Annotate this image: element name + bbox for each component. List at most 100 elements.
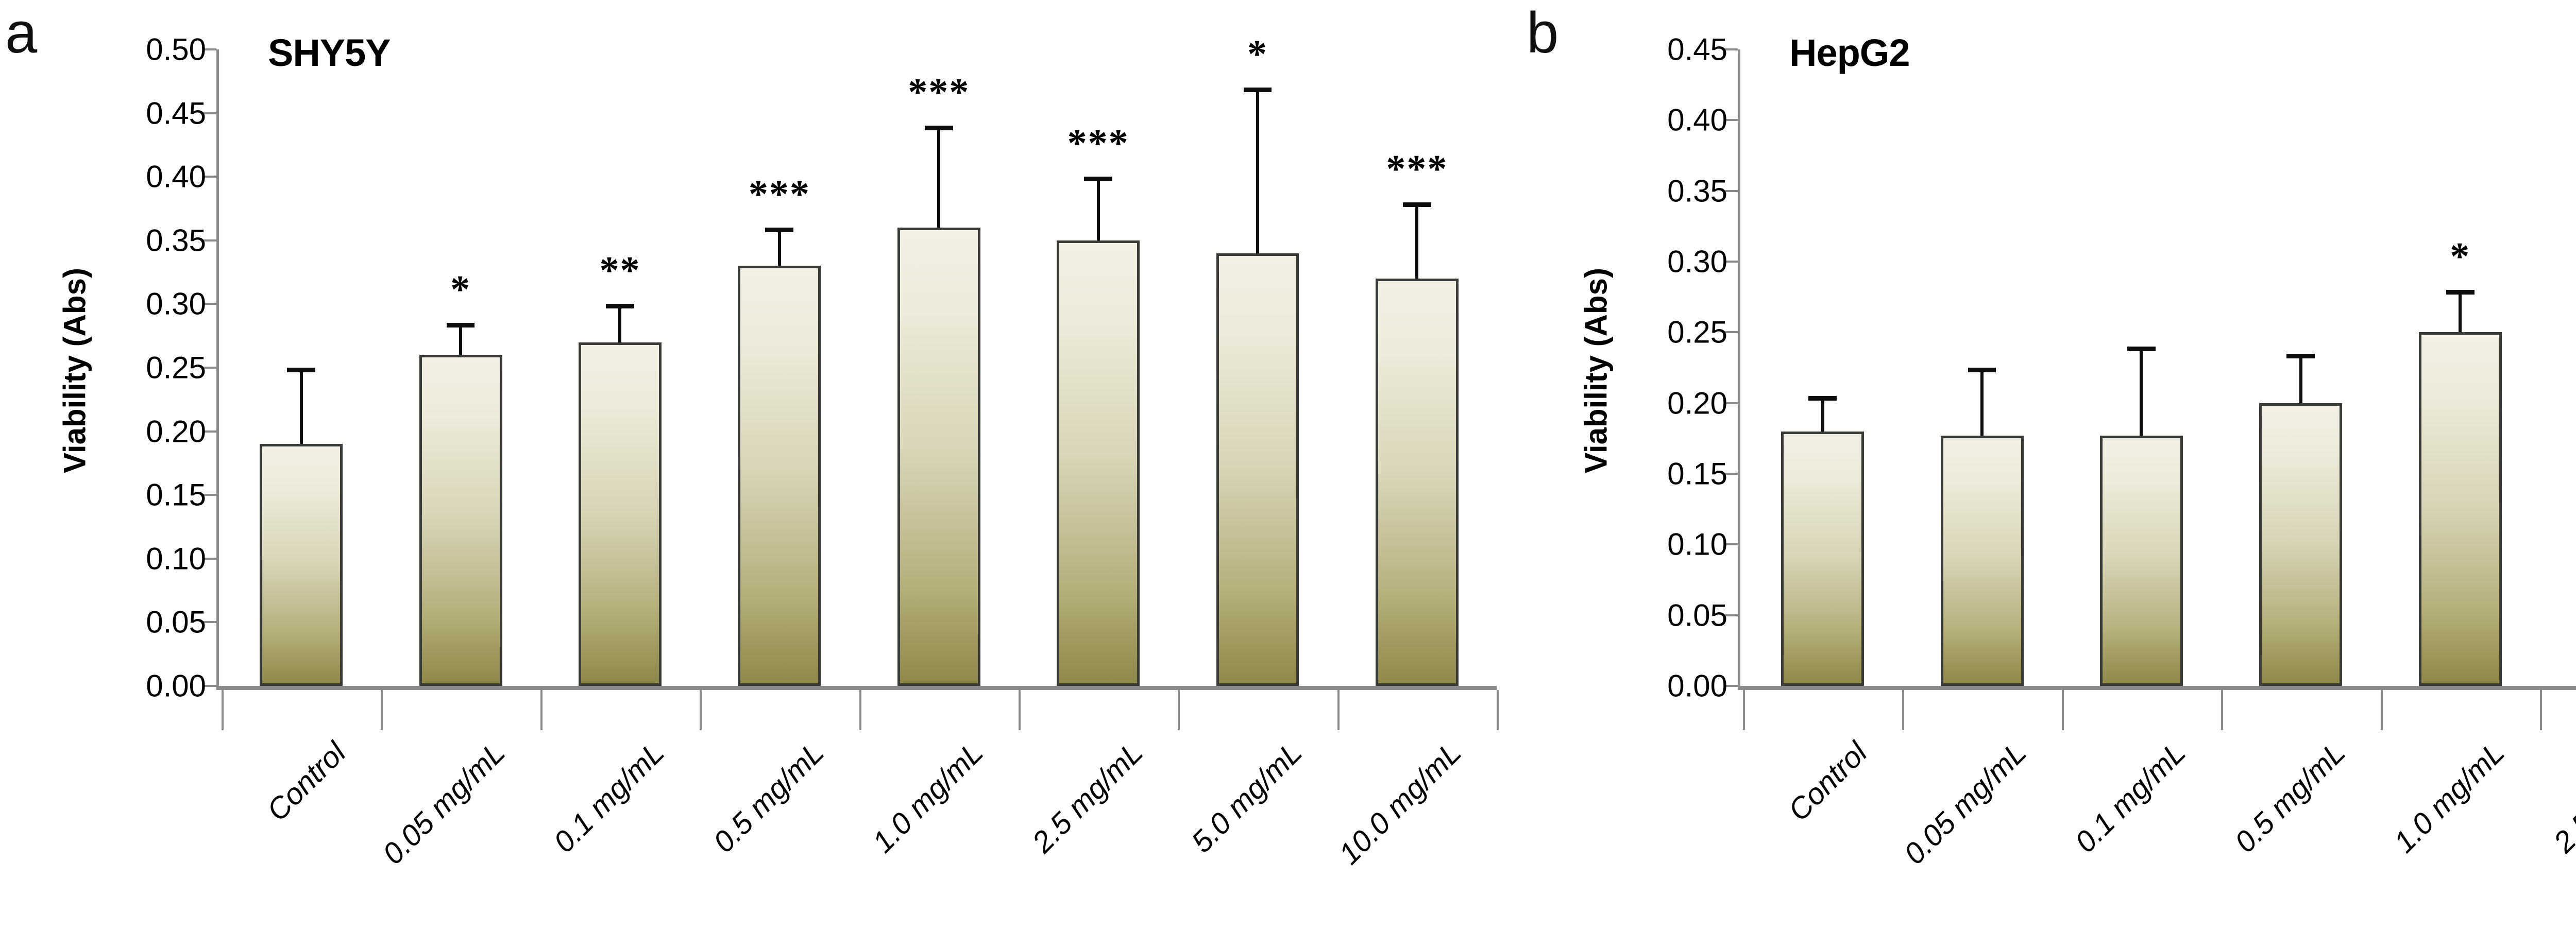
x-axis-tick — [1743, 690, 1745, 730]
y-axis-tick-label: 0.50 — [146, 32, 206, 67]
significance-marker: * — [450, 268, 471, 312]
x-axis-tick — [1018, 690, 1021, 730]
y-axis-tick-label: 0.40 — [146, 159, 206, 194]
x-axis-tick — [2380, 690, 2383, 730]
y-axis-tick — [203, 239, 216, 242]
error-bar-cap — [287, 368, 316, 372]
panel-a: a SHY5Y Viability (Abs) 0.00 0.05 0.10 0.15 0.2… — [5, 1, 1499, 871]
y-axis-tick-label: 0.20 — [1667, 386, 1727, 421]
y-axis-tick-label: 0.10 — [146, 541, 206, 576]
error-bar — [1096, 177, 1100, 240]
y-axis-tick — [203, 112, 216, 114]
error-bar-cap — [765, 228, 794, 233]
y-axis-tick — [1724, 473, 1738, 475]
x-axis-tick — [540, 690, 543, 730]
significance-marker: ** — [599, 249, 641, 292]
error-bar-cap — [924, 126, 953, 131]
y-axis-tick-label: 0.45 — [1667, 32, 1727, 67]
significance-marker: *** — [1386, 147, 1448, 191]
bar — [260, 444, 343, 686]
y-axis-tick — [203, 621, 216, 624]
y-axis-line — [1738, 49, 1740, 689]
y-axis-tick — [203, 685, 216, 687]
x-axis-tick — [700, 690, 702, 730]
y-axis-tick — [203, 494, 216, 496]
bar — [1375, 278, 1459, 686]
x-axis-line — [1738, 686, 2576, 690]
y-axis-tick-label: 0.10 — [1667, 527, 1727, 562]
y-axis-tick — [1724, 543, 1738, 546]
y-axis-tick-label: 0.15 — [1667, 456, 1727, 491]
x-axis-line — [216, 686, 1497, 690]
error-bar — [1415, 202, 1419, 279]
x-axis-tick — [1497, 690, 1499, 730]
y-axis-tick-label: 0.30 — [146, 286, 206, 321]
y-axis-tick-label: 0.00 — [1667, 668, 1727, 703]
x-axis-tick — [1178, 690, 1180, 730]
y-axis-tick-label: 0.00 — [146, 668, 206, 703]
y-axis-tick-label: 0.05 — [1667, 598, 1727, 633]
y-axis-tick-label: 0.35 — [146, 223, 206, 258]
bar — [1216, 253, 1299, 686]
error-bar — [1256, 88, 1259, 253]
x-axis-tick — [1337, 690, 1340, 730]
x-axis-tick — [1902, 690, 1905, 730]
bar — [2259, 403, 2343, 686]
error-bar — [2459, 289, 2462, 333]
y-axis-line — [216, 49, 219, 689]
bar — [419, 355, 502, 686]
error-bar — [937, 126, 941, 228]
x-axis-tick — [2221, 690, 2224, 730]
y-axis-tick — [1724, 685, 1738, 687]
y-axis-tick-label: 0.45 — [146, 96, 206, 131]
panel-letter-b: b — [1527, 1, 1559, 65]
error-bar-cap — [1808, 395, 1837, 401]
y-axis-tick — [1724, 48, 1738, 50]
error-bar-cap — [1084, 177, 1112, 182]
error-bar-cap — [606, 304, 634, 309]
error-bar — [618, 304, 622, 342]
x-axis-tick — [859, 690, 861, 730]
y-axis-tick-label: 0.20 — [146, 414, 206, 449]
y-axis-tick-label: 0.15 — [146, 477, 206, 512]
significance-marker: *** — [1067, 122, 1129, 165]
chart-title: SHY5Y — [268, 31, 391, 74]
bar — [1940, 435, 2024, 686]
bar — [579, 342, 662, 686]
error-bar-cap — [1968, 368, 1996, 372]
error-bar-cap — [446, 323, 475, 328]
bar — [897, 228, 980, 686]
y-axis-tick — [1724, 261, 1738, 263]
error-bar-cap — [2127, 346, 2156, 351]
x-axis-tick — [222, 690, 224, 730]
error-bar — [2140, 346, 2143, 436]
y-axis-tick — [203, 430, 216, 433]
error-bar — [1821, 395, 1824, 432]
y-axis-tick-label: 0.35 — [1667, 174, 1727, 209]
y-axis-tick — [203, 557, 216, 560]
error-bar-cap — [2446, 289, 2475, 295]
error-bar-cap — [1243, 88, 1272, 93]
bar — [1057, 240, 1140, 686]
y-axis-tick — [1724, 189, 1738, 192]
bar — [1781, 431, 1865, 686]
y-axis-tick-label: 0.40 — [1667, 102, 1727, 137]
error-bar — [299, 368, 303, 444]
y-axis-tick-label: 0.30 — [1667, 244, 1727, 279]
y-axis-tick-label: 0.05 — [146, 605, 206, 640]
bar — [2100, 435, 2183, 686]
significance-marker: * — [2450, 234, 2471, 278]
chart-title: HepG2 — [1789, 31, 1910, 74]
error-bar-cap — [1402, 202, 1431, 207]
error-bar — [777, 228, 781, 266]
x-axis-tick — [381, 690, 383, 730]
bar — [2418, 332, 2502, 686]
error-bar — [459, 323, 463, 355]
x-axis-tick — [2539, 690, 2542, 730]
y-axis-tick — [203, 48, 216, 50]
figure-root: a SHY5Y Viability (Abs) 0.00 0.05 0.10 0.15 0.2… — [5, 1, 2576, 871]
y-axis-tick — [1724, 331, 1738, 334]
y-axis-tick-label: 0.25 — [1667, 315, 1727, 350]
y-axis-tick — [1724, 402, 1738, 404]
panel-letter-a: a — [5, 1, 38, 65]
